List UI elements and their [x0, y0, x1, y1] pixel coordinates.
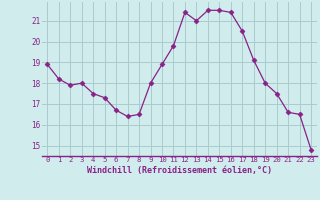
X-axis label: Windchill (Refroidissement éolien,°C): Windchill (Refroidissement éolien,°C) [87, 166, 272, 175]
